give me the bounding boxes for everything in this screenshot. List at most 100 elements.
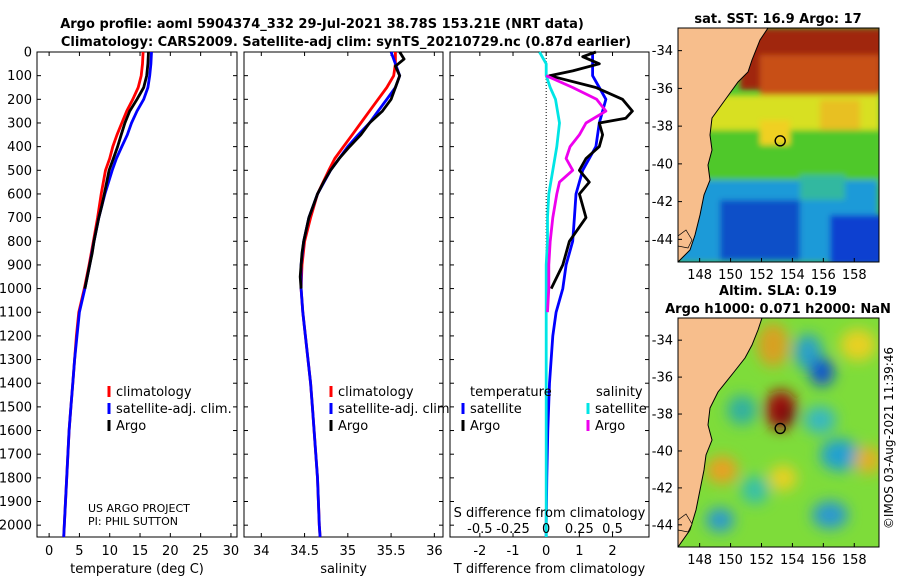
sst-field-blobs [678, 28, 879, 262]
difference-xtick-label: -1 [507, 544, 520, 559]
temperature-legend-label: satellite-adj. clim. [116, 402, 232, 417]
sst-land [678, 28, 768, 262]
sst_map-lon-label: 156 [811, 268, 836, 283]
sst_map-lon-label: 150 [718, 268, 743, 283]
sla-land [678, 318, 762, 547]
temperature-xlabel: temperature (deg C) [70, 562, 204, 577]
sst_map-lat-label: -44 [652, 233, 673, 248]
difference-xlabel: T difference from climatology [453, 562, 646, 577]
sla-field-blobs [706, 323, 879, 532]
depth-tick-label: 200 [7, 93, 32, 108]
difference-x2tick-label: -0.25 [496, 522, 530, 537]
depth-tick-label: 1300 [0, 353, 32, 368]
difference-series-salinity-satellite [538, 51, 561, 537]
difference-x2label: S difference from climatology [454, 506, 646, 521]
depth-tick-label: 1900 [0, 495, 32, 510]
depth-tick-label: 800 [7, 235, 32, 250]
depth-tick-label: 600 [7, 187, 32, 202]
sla_map-lat-label: -40 [652, 444, 673, 459]
salinity-legend-label: Argo [338, 419, 368, 434]
depth-tick-label: 1400 [0, 377, 32, 392]
sla_map-lat-label: -44 [652, 518, 673, 533]
sla_map-lat-label: -36 [652, 371, 673, 386]
depth-tick-label: 1200 [0, 329, 32, 344]
temperature-xtick-label: 20 [162, 544, 179, 559]
sst_map-lon-label: 158 [842, 268, 867, 283]
depth-tick-label: 0 [24, 46, 32, 61]
sst_map-lat-label: -42 [652, 195, 673, 210]
temperature-xtick-label: 25 [192, 544, 209, 559]
sst_map-argo-marker [774, 135, 786, 147]
depth-tick-label: 300 [7, 116, 32, 131]
sst-map-frame [677, 27, 880, 263]
temperature-xtick-label: 0 [45, 544, 53, 559]
salinity-legend-label: climatology [338, 385, 414, 400]
temperature-xtick-label: 30 [223, 544, 240, 559]
sla-map-title: Altim. SLA: 0.19 [719, 284, 837, 299]
temperature-panel: 0100200300400500600700800900100011001200… [0, 46, 239, 578]
depth-tick-label: 2000 [0, 519, 32, 534]
depth-tick-label: 700 [7, 211, 32, 226]
temperature-legend-label: climatology [116, 385, 192, 400]
difference-legend-temp-label: Argo [470, 419, 500, 434]
sst-map: 148 150 152 154 156 158 -34 -36 -38 -40 -42 -44 [652, 27, 880, 283]
depth-tick-label: 100 [7, 69, 32, 84]
depth-tick-label: 900 [7, 258, 32, 273]
depth-tick-label: 1700 [0, 448, 32, 463]
salinity-xlabel: salinity [320, 562, 367, 577]
depth-tick-label: 1500 [0, 400, 32, 415]
title-line-1: Argo profile: aoml 5904374_332 29-Jul-20… [60, 17, 584, 32]
sst_map-lon-label: 148 [687, 268, 712, 283]
difference-xtick-label: 2 [608, 544, 616, 559]
sla-coastline [678, 318, 763, 547]
difference-legend-sal-label: satellite [595, 402, 647, 417]
depth-tick-label: 400 [7, 140, 32, 155]
sla_map-lat-label: -34 [652, 334, 673, 349]
difference-legend-temp-label: satellite [470, 402, 522, 417]
sla_map-argo-marker [774, 422, 786, 435]
difference-xtick-label: 1 [575, 544, 583, 559]
credit-pi: PI: PHIL SUTTON [88, 515, 178, 528]
difference-xtick-label: 0 [542, 544, 550, 559]
temperature-xtick-label: 15 [132, 544, 149, 559]
temperature-axes-frame [36, 51, 238, 538]
difference-series-temperature-argo [548, 50, 634, 290]
difference-x2tick-label: 0.5 [602, 522, 623, 537]
salinity-panel: 34 34.5 35 35.5 36 salinity climatology satelli… [243, 51, 454, 577]
sst-land-tasmania [678, 229, 693, 249]
difference-x2tick-label: 0.25 [565, 522, 594, 537]
difference-legend-sal-label: Argo [595, 419, 625, 434]
depth-tick-label: 1800 [0, 471, 32, 486]
salinity-xtick-label: 34.5 [290, 544, 319, 559]
sla_map-lon-label: 158 [842, 553, 867, 568]
title-line-2: Climatology: CARS2009. Satellite-adj cli… [61, 35, 631, 50]
salinity-xtick-label: 35 [340, 544, 357, 559]
temperature-series-argo [83, 51, 150, 289]
difference-legend-salinity-title: salinity [596, 385, 643, 400]
temperature-legend-label: Argo [116, 419, 146, 434]
salinity-xtick-label: 35.5 [377, 544, 406, 559]
sst_map-lat-label: -38 [652, 120, 673, 135]
sla_map-lat-label: -38 [652, 408, 673, 423]
difference-panel: -2 -1 0 1 2 T difference from climatology S di… [449, 50, 650, 577]
sla_map-lon-label: 154 [780, 553, 805, 568]
sst_map-lon-label: 154 [780, 268, 805, 283]
sla_map-lon-label: 150 [718, 553, 743, 568]
sla_map-lat-label: -42 [652, 481, 673, 496]
salinity-legend-label: satellite-adj. clim. [338, 402, 454, 417]
salinity-series-argo [298, 51, 406, 289]
sst_map-lat-label: -40 [652, 157, 673, 172]
salinity-xtick-label: 36 [426, 544, 443, 559]
salinity-xtick-label: 34 [253, 544, 270, 559]
sla-map: 148 150 152 154 156 158 -34 -36 -38 -40 -42 -44 [652, 317, 880, 568]
depth-tick-label: 500 [7, 164, 32, 179]
sst-coastline [678, 28, 769, 262]
depth-tick-label: 1100 [0, 306, 32, 321]
sla_map-lon-label: 152 [749, 553, 774, 568]
difference-legend-temperature-title: temperature [470, 385, 552, 400]
sst-map-title: sat. SST: 16.9 Argo: 17 [694, 12, 861, 27]
sst_map-lon-label: 152 [749, 268, 774, 283]
difference-xtick-label: -2 [473, 544, 486, 559]
